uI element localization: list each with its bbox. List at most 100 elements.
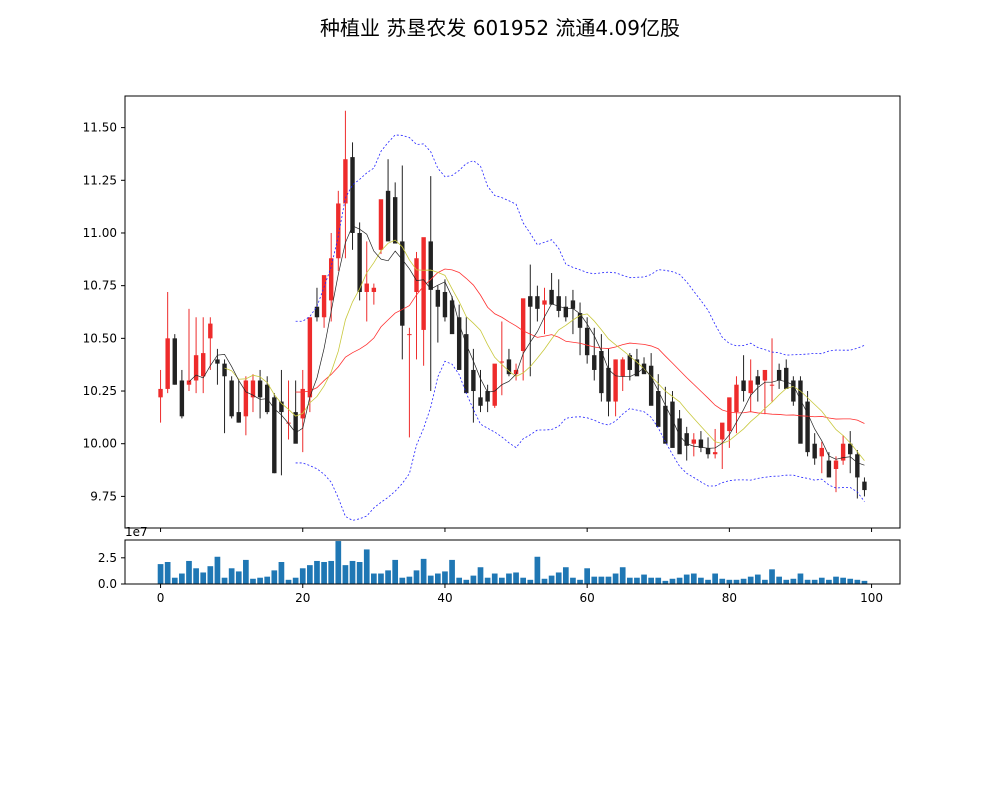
volume-bar xyxy=(847,578,854,584)
volume-bar xyxy=(562,567,569,584)
candle-body xyxy=(400,241,405,326)
candle xyxy=(272,393,277,474)
candle-body xyxy=(229,380,234,417)
candle xyxy=(741,355,746,402)
candle-body xyxy=(805,401,810,453)
candle-body xyxy=(307,317,313,398)
volume-bar xyxy=(854,579,861,584)
candle xyxy=(556,279,561,318)
volume-bar xyxy=(527,579,534,584)
x-tick-label: 100 xyxy=(860,591,883,605)
volume-bar xyxy=(783,579,790,584)
candle-body xyxy=(528,296,533,307)
candle xyxy=(257,369,263,419)
volume-bar xyxy=(484,577,491,584)
candle xyxy=(371,283,377,305)
volume-bar xyxy=(754,574,761,584)
candle-body xyxy=(464,334,469,394)
candle-body xyxy=(435,289,441,307)
ma5-line xyxy=(188,225,865,466)
candle xyxy=(492,363,497,408)
candle xyxy=(336,190,341,271)
candle xyxy=(222,359,227,434)
candle-body xyxy=(862,481,867,491)
volume-bar xyxy=(705,579,711,584)
candle xyxy=(165,291,170,394)
candle-body xyxy=(193,355,199,381)
volume-bar xyxy=(826,579,832,584)
candle-body xyxy=(855,454,860,478)
price-y-tick-label: 10.75 xyxy=(83,279,117,293)
candle-body xyxy=(385,190,391,242)
candle-body xyxy=(762,369,768,381)
candle-body xyxy=(414,258,419,292)
volume-bar xyxy=(228,568,235,584)
candle-body xyxy=(336,203,341,259)
candle-body xyxy=(634,359,640,377)
candle xyxy=(428,176,433,392)
candle xyxy=(485,384,490,413)
candle-body xyxy=(542,300,547,305)
volume-bar xyxy=(235,571,242,584)
candle xyxy=(634,348,640,377)
volume-bar xyxy=(804,579,811,584)
volume-bar xyxy=(243,559,249,584)
candle-body xyxy=(556,296,561,311)
candle-body xyxy=(421,237,426,330)
candle-body xyxy=(648,365,654,406)
volume-y-tick-label: 2.5 xyxy=(98,551,117,565)
candle-body xyxy=(215,359,220,364)
candle xyxy=(584,317,590,364)
candle xyxy=(656,374,661,427)
candle-body xyxy=(371,287,377,292)
candle-body xyxy=(513,369,519,375)
candle xyxy=(464,317,469,394)
volume-bar xyxy=(435,573,441,584)
candle xyxy=(279,369,284,476)
volume-bar xyxy=(307,565,313,584)
candle-body xyxy=(705,447,711,455)
volume-bar xyxy=(321,562,327,584)
candle xyxy=(456,304,462,370)
volume-bar xyxy=(264,576,271,584)
volume-bar xyxy=(456,577,463,584)
candle xyxy=(293,380,298,444)
candle-body xyxy=(755,376,761,385)
candle xyxy=(705,437,711,459)
candle-body xyxy=(343,159,348,204)
volume-bar xyxy=(356,562,363,584)
x-tick-label: 40 xyxy=(437,591,452,605)
candle xyxy=(421,237,426,366)
candle xyxy=(641,357,647,375)
boll-upper-line xyxy=(295,134,865,356)
volume-bar xyxy=(712,573,718,584)
candle-body xyxy=(677,418,682,455)
volume-bar xyxy=(470,575,477,584)
axes: 9.75 10.00 10.25 10.50 10.75 11.00 11.25 11.50 0… xyxy=(83,95,901,605)
candle xyxy=(378,199,384,255)
candle xyxy=(172,334,177,385)
candle-body xyxy=(727,397,732,432)
volume-bar xyxy=(733,579,740,584)
candle-body xyxy=(620,359,625,377)
candle xyxy=(236,380,241,423)
volume-bar xyxy=(790,578,797,584)
candle-body xyxy=(293,412,298,444)
volume-bar xyxy=(605,576,612,584)
volume-bar xyxy=(840,577,846,584)
candle-body xyxy=(712,452,718,455)
candle xyxy=(776,363,782,389)
volume-bar xyxy=(506,573,512,584)
candle-body xyxy=(840,443,846,461)
volume-bar xyxy=(520,577,527,584)
volume-bar xyxy=(662,580,669,584)
candle-body xyxy=(208,323,213,339)
volume-bar xyxy=(740,578,747,584)
candle-body xyxy=(613,359,618,402)
candle-body xyxy=(791,380,796,402)
candle-body xyxy=(236,412,241,423)
volume-bar xyxy=(776,576,782,584)
x-tick-label: 20 xyxy=(295,591,310,605)
candle xyxy=(833,456,839,493)
